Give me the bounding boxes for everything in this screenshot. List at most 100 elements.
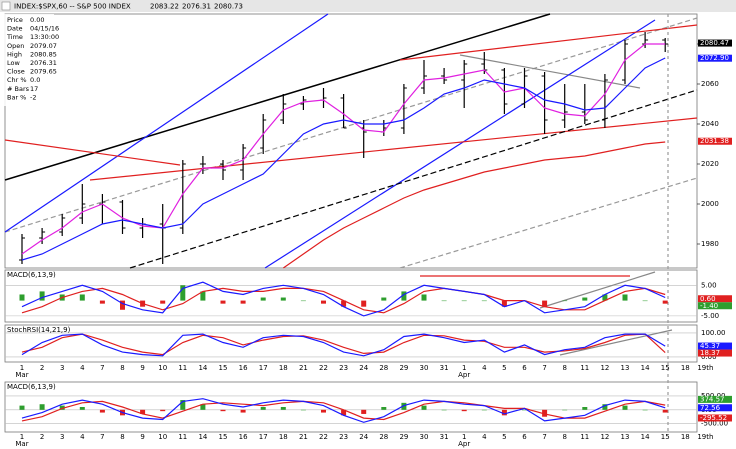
x-tick-label: 7 bbox=[100, 364, 104, 372]
month-label: Mar bbox=[15, 440, 28, 448]
series-line bbox=[21, 281, 666, 317]
x-tick-label: 1 bbox=[20, 433, 24, 441]
x-tick-label: 19th bbox=[697, 364, 713, 372]
info-box: Price 0.00 Date 04/15/16 Time 13:30:00 Open 207… bbox=[4, 14, 59, 106]
trendline bbox=[539, 271, 656, 309]
histogram-bar bbox=[381, 407, 387, 410]
histogram-bar bbox=[562, 300, 568, 302]
histogram-bar bbox=[542, 300, 548, 307]
histogram-bar bbox=[19, 294, 25, 301]
histogram-bar bbox=[401, 402, 407, 410]
histogram-bar bbox=[19, 405, 25, 410]
x-tick-label: 21 bbox=[299, 433, 308, 441]
histogram-bar bbox=[602, 404, 608, 410]
histogram-bar bbox=[280, 297, 286, 301]
x-tick-label: 13 bbox=[621, 433, 630, 441]
y-tick-label: 2060 bbox=[701, 80, 719, 88]
trendline bbox=[399, 24, 698, 61]
x-tick-label: 16 bbox=[239, 364, 248, 372]
histogram-bar bbox=[361, 300, 367, 307]
histogram-bar bbox=[562, 409, 568, 411]
panels bbox=[4, 13, 698, 433]
series-line bbox=[21, 287, 666, 314]
x-tick-label: 18 bbox=[279, 364, 288, 372]
x-tick-label: 18 bbox=[681, 364, 690, 372]
last-value-label: 374.57 bbox=[700, 395, 725, 403]
x-tick-label: 3 bbox=[60, 364, 64, 372]
histogram-bar bbox=[39, 404, 45, 410]
panel-title: MACD(6,13,9) bbox=[7, 271, 56, 279]
x-tick-label: 1 bbox=[462, 364, 466, 372]
icon bbox=[1, 1, 11, 11]
x-tick-label: 14 bbox=[641, 433, 650, 441]
histogram-bar bbox=[401, 291, 407, 301]
x-tick-label: 2 bbox=[40, 433, 44, 441]
y-tick-label: 100.00 bbox=[701, 329, 726, 337]
histogram-bar bbox=[79, 407, 85, 410]
histogram-bar bbox=[79, 294, 85, 301]
x-tick-label: 6 bbox=[522, 433, 527, 441]
last-value-label: 2072.90 bbox=[700, 54, 729, 62]
x-tick-label: 12 bbox=[600, 364, 609, 372]
x-tick-label: 30 bbox=[420, 364, 429, 372]
x-tick-label: 23 bbox=[339, 364, 348, 372]
x-tick-label: 24 bbox=[359, 433, 368, 441]
y-tick-label: 2000 bbox=[701, 200, 719, 208]
x-tick-label: 4 bbox=[482, 364, 487, 372]
x-tick-label: 7 bbox=[542, 433, 546, 441]
x-tick-label: 17 bbox=[259, 433, 268, 441]
x-tick-label: 15 bbox=[661, 433, 670, 441]
x-tick-label: 31 bbox=[440, 364, 449, 372]
histogram-bar bbox=[602, 294, 608, 301]
last-value-box bbox=[698, 414, 732, 422]
histogram-bar bbox=[662, 409, 668, 413]
x-tick-label: 23 bbox=[339, 433, 348, 441]
x-tick-label: 30 bbox=[420, 433, 429, 441]
series-line bbox=[21, 43, 666, 255]
histogram-bar bbox=[220, 409, 226, 412]
histogram-bar bbox=[461, 300, 467, 302]
histogram-bar bbox=[180, 400, 186, 410]
series-line bbox=[282, 141, 666, 269]
x-tick-label: 3 bbox=[60, 433, 64, 441]
histogram-bar bbox=[421, 294, 427, 301]
x-tick-label: 18 bbox=[279, 433, 288, 441]
histogram-bar bbox=[140, 409, 146, 414]
info-label: Chr % bbox=[7, 76, 27, 84]
info-label: High bbox=[7, 50, 22, 58]
histogram-bar bbox=[180, 285, 186, 301]
panel-frame bbox=[4, 269, 698, 323]
histogram-bar bbox=[441, 409, 447, 411]
y-tick-label: 2040 bbox=[701, 120, 719, 128]
histogram-bar bbox=[200, 404, 206, 410]
histogram-bar bbox=[542, 409, 548, 417]
x-tick-label: 14 bbox=[198, 433, 207, 441]
last-value-label: 72.56 bbox=[700, 404, 721, 412]
last-value-box bbox=[698, 39, 732, 47]
month-label: Apr bbox=[458, 440, 470, 448]
x-tick-label: 5 bbox=[502, 364, 506, 372]
histogram-bar bbox=[160, 409, 166, 412]
histogram-bar bbox=[341, 300, 347, 307]
histogram-bar bbox=[341, 409, 347, 416]
last-value-label: 18.37 bbox=[700, 349, 720, 357]
histogram-bar bbox=[501, 409, 507, 416]
x-tick-label: 13 bbox=[621, 364, 630, 372]
histogram-bar bbox=[120, 300, 125, 310]
last-value-box bbox=[698, 349, 732, 357]
histogram-bar bbox=[501, 300, 507, 307]
quote: 2080.73 bbox=[214, 3, 243, 11]
trendline bbox=[4, 17, 698, 233]
x-tick-label: 14 bbox=[198, 364, 207, 372]
x-tick-label: 28 bbox=[379, 364, 388, 372]
x-tick-label: 8 bbox=[120, 364, 124, 372]
panel-title: StochRSI(14,21,9) bbox=[7, 326, 71, 334]
histogram-bar bbox=[481, 300, 487, 302]
y-tick-label: 5.00 bbox=[701, 281, 717, 289]
x-tick-label: 2 bbox=[40, 364, 44, 372]
histogram-bar bbox=[39, 291, 45, 301]
x-tick-label: 5 bbox=[502, 433, 506, 441]
histogram-bar bbox=[421, 405, 427, 410]
histogram-bar bbox=[582, 297, 588, 301]
y-tick-label: 2020 bbox=[701, 160, 719, 168]
